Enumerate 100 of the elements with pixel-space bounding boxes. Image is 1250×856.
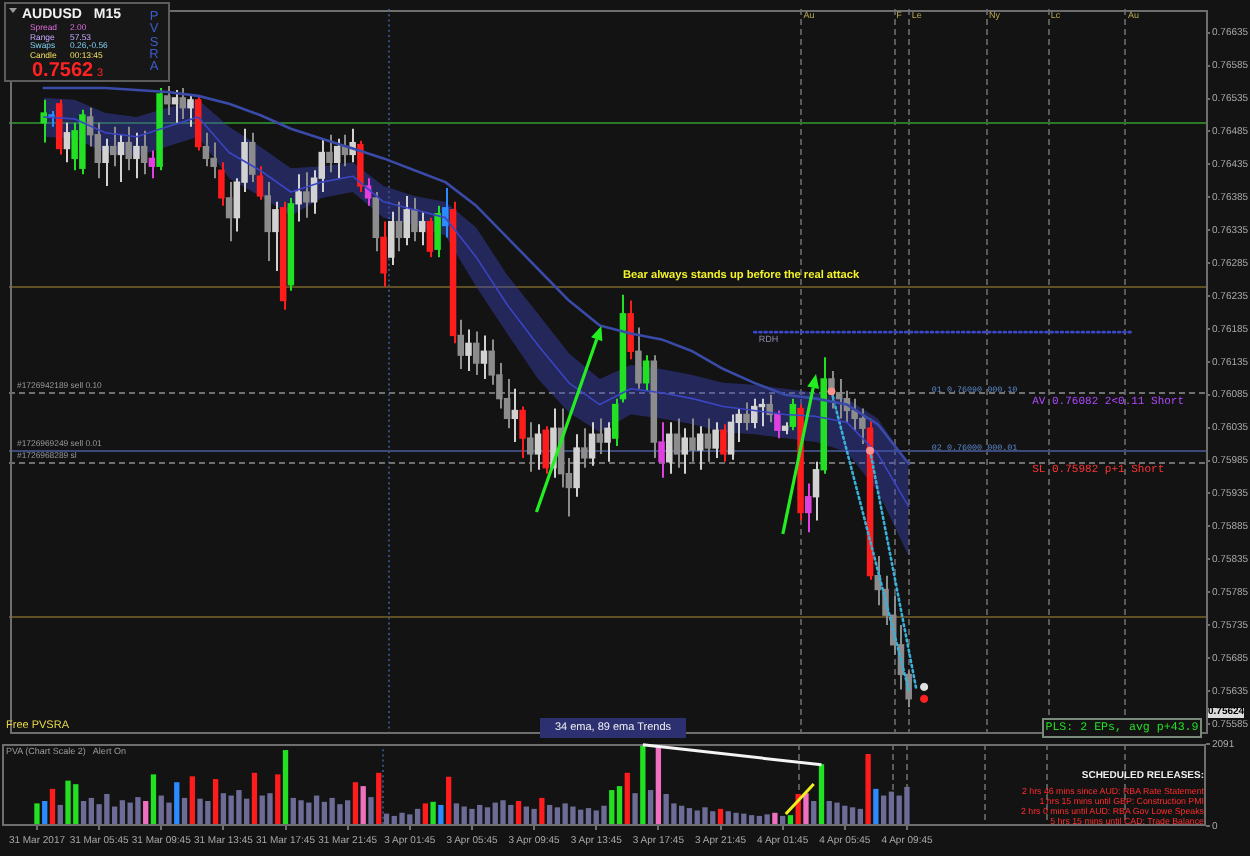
candlestick	[225, 181, 233, 243]
candlestick	[604, 421, 611, 463]
bar	[212, 779, 219, 826]
bar	[228, 795, 234, 826]
candlestick	[457, 318, 465, 371]
candlestick	[573, 433, 580, 498]
candlestick	[666, 421, 673, 475]
bar	[873, 788, 879, 826]
candlestick	[534, 423, 542, 471]
candlestick	[403, 194, 410, 247]
candlestick	[295, 173, 302, 223]
candlestick	[658, 421, 665, 479]
bar	[150, 774, 157, 826]
bar	[298, 800, 304, 826]
candlestick	[202, 131, 210, 168]
candlestick	[588, 421, 596, 467]
candlestick	[372, 190, 380, 253]
candlestick	[720, 423, 727, 463]
candlestick	[465, 328, 472, 372]
bar	[360, 786, 366, 826]
candlestick	[333, 137, 341, 180]
candlestick	[418, 210, 426, 247]
candlestick	[542, 425, 549, 475]
bar	[220, 793, 227, 826]
bar	[275, 774, 281, 826]
candlestick	[210, 141, 217, 180]
bar	[205, 801, 211, 826]
bar	[663, 793, 669, 826]
bar	[368, 797, 374, 826]
bar	[616, 786, 623, 826]
candlestick	[40, 98, 48, 144]
candlestick	[110, 125, 117, 168]
candlestick	[388, 210, 395, 267]
bar	[135, 797, 141, 826]
candlestick	[303, 171, 310, 219]
candlestick	[727, 413, 735, 461]
candlestick	[611, 397, 619, 448]
candlestick	[264, 181, 271, 263]
bar	[624, 772, 630, 826]
bar	[609, 790, 615, 826]
candlestick	[511, 387, 519, 444]
candlestick	[434, 204, 441, 259]
bar	[197, 798, 203, 826]
candlestick	[859, 407, 866, 446]
point	[920, 694, 929, 703]
bar	[818, 764, 825, 826]
candlestick	[326, 133, 333, 174]
candlestick	[426, 216, 434, 259]
bar	[251, 772, 258, 826]
candlestick	[125, 125, 132, 172]
candlestick	[179, 86, 187, 120]
bar	[904, 786, 910, 826]
candlestick	[272, 200, 279, 272]
candlestick	[117, 133, 125, 184]
bar	[73, 784, 79, 826]
bar	[430, 801, 436, 826]
bar	[376, 772, 382, 826]
bar	[655, 746, 662, 826]
candlestick	[681, 427, 688, 475]
candlestick	[673, 417, 681, 469]
bar	[65, 780, 71, 826]
candlestick	[395, 200, 403, 253]
candlestick	[766, 393, 773, 424]
candlestick	[743, 401, 750, 432]
bar	[640, 744, 646, 826]
bar	[34, 803, 40, 826]
candlestick	[442, 187, 449, 239]
bar	[438, 804, 444, 826]
candlestick	[805, 482, 812, 534]
bar	[236, 790, 242, 826]
bar	[764, 814, 770, 826]
candlestick	[581, 427, 588, 469]
bar	[189, 776, 195, 826]
bar	[329, 797, 335, 826]
candlestick	[164, 85, 171, 116]
bar	[166, 802, 172, 826]
candlestick	[411, 196, 418, 243]
candlestick	[712, 421, 719, 459]
candlestick	[148, 149, 156, 180]
candlestick	[71, 121, 78, 172]
candlestick	[596, 417, 604, 455]
bar	[267, 793, 273, 826]
candlestick	[133, 131, 140, 180]
candlestick	[689, 417, 696, 463]
point	[865, 446, 875, 455]
bar	[733, 812, 739, 826]
candlestick	[812, 460, 820, 522]
candlestick	[527, 421, 534, 473]
candlestick	[851, 397, 858, 432]
candlestick	[480, 334, 488, 380]
candlestick	[380, 220, 387, 288]
candlestick	[140, 129, 148, 176]
bar	[865, 753, 871, 826]
candlestick	[704, 417, 712, 463]
bar	[632, 793, 638, 826]
candlestick	[63, 121, 71, 164]
bar	[174, 782, 180, 826]
bar	[834, 802, 840, 826]
bar	[469, 808, 475, 826]
candlestick	[627, 299, 634, 361]
